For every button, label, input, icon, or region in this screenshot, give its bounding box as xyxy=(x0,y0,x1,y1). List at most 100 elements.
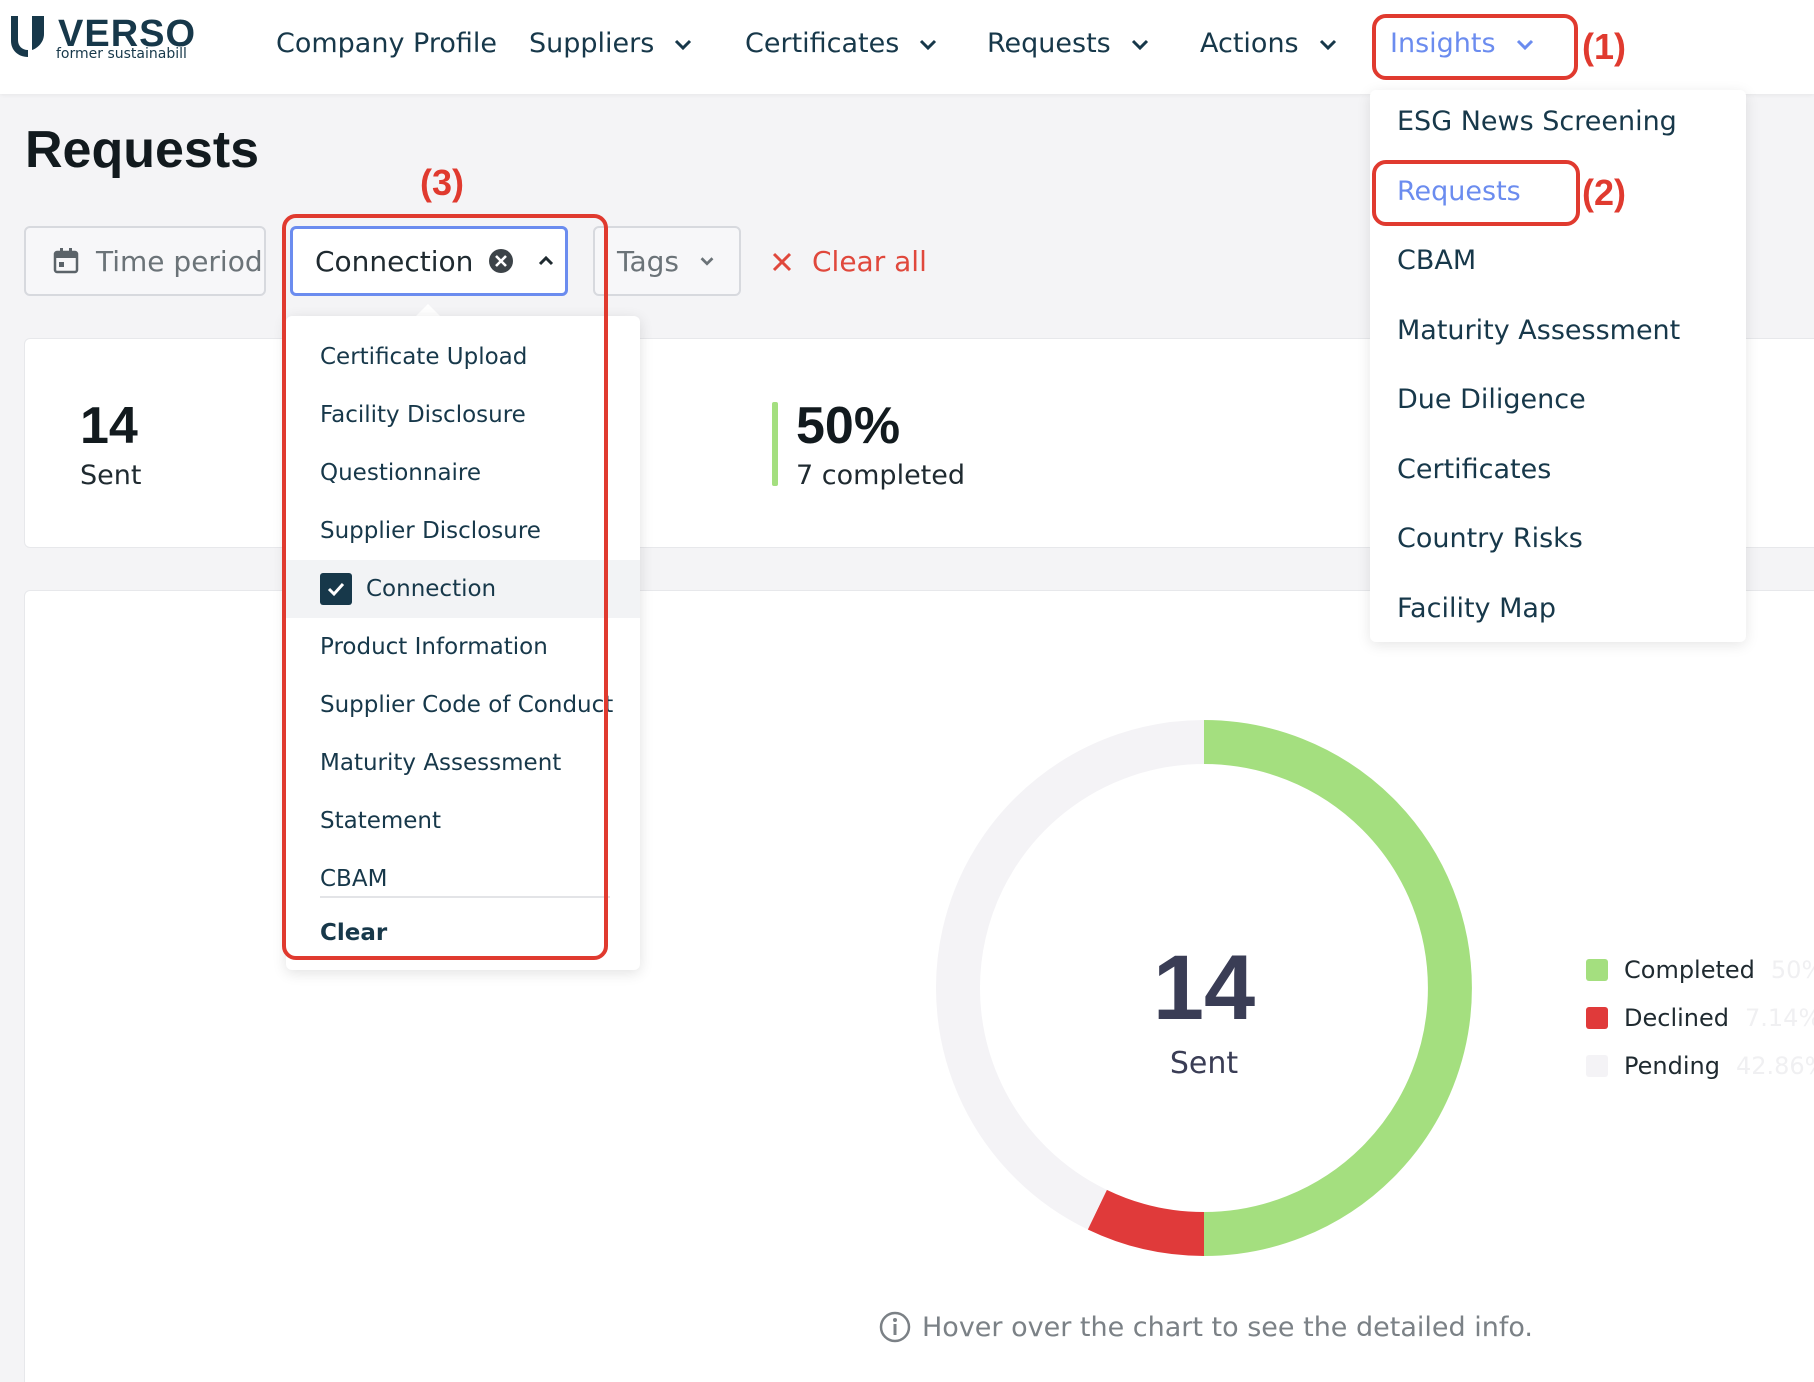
legend-item-declined: Declined 7.14% xyxy=(1586,1004,1814,1032)
annotation-label-2: (2) xyxy=(1582,172,1626,213)
dropdown-option-label: Maturity Assessment xyxy=(320,750,562,776)
legend-swatch-declined xyxy=(1586,1007,1608,1029)
connection-dropdown-caret xyxy=(416,304,440,316)
dropdown-divider xyxy=(320,896,610,898)
checkbox-checked-icon[interactable] xyxy=(320,573,352,605)
donut-segment-declined[interactable] xyxy=(1087,1189,1205,1256)
dropdown-option-label: Connection xyxy=(366,576,497,602)
nav-requests[interactable]: Requests xyxy=(987,28,1151,59)
dropdown-option[interactable]: Supplier Code of Conduct xyxy=(286,676,640,734)
dropdown-option[interactable]: Facility Disclosure xyxy=(286,386,640,444)
dropdown-option-label: Supplier Disclosure xyxy=(320,518,541,544)
nav-insights-label: Insights xyxy=(1390,28,1496,59)
completed-accent-bar xyxy=(772,402,778,486)
chevron-down-icon xyxy=(1516,39,1533,50)
legend-swatch-completed xyxy=(1586,959,1608,981)
chart-hint: Hover over the chart to see the detailed… xyxy=(878,1310,1533,1344)
nav-company-profile[interactable]: Company Profile xyxy=(276,28,497,59)
verso-logo[interactable]: VERSO xyxy=(8,14,196,58)
legend-percent-completed: 50% xyxy=(1770,956,1814,984)
calendar-icon xyxy=(53,248,79,274)
nav-requests-label: Requests xyxy=(987,28,1111,59)
clear-all-label: Clear all xyxy=(812,245,927,278)
chart-center-value: 14 xyxy=(1152,937,1256,1039)
annotation-box-1 xyxy=(1372,14,1578,80)
dropdown-option-label: CBAM xyxy=(320,866,388,892)
chevron-down-icon xyxy=(920,39,937,50)
clear-circle-icon[interactable] xyxy=(487,247,515,275)
donut-segment-pending[interactable] xyxy=(936,720,1205,1230)
nav-suppliers-label: Suppliers xyxy=(529,28,655,59)
nav-suppliers[interactable]: Suppliers xyxy=(529,28,694,59)
legend-percent-declined: 7.14% xyxy=(1745,1004,1814,1032)
dropdown-option[interactable]: Questionnaire xyxy=(286,444,640,502)
tags-filter-label: Tags xyxy=(617,244,679,278)
connection-filter-label: Connection xyxy=(315,244,474,278)
insights-menu-item[interactable]: Country Risks xyxy=(1397,523,1583,554)
dropdown-option-label: Statement xyxy=(320,808,442,834)
dropdown-option[interactable]: Connection xyxy=(286,560,640,618)
chevron-down-icon xyxy=(675,39,692,50)
dropdown-option-label: Questionnaire xyxy=(320,460,482,486)
dropdown-option[interactable]: CBAM xyxy=(286,850,640,908)
legend-item-pending: Pending 42.86% xyxy=(1586,1052,1814,1080)
legend-label-completed: Completed xyxy=(1624,956,1755,984)
nav-company-profile-label: Company Profile xyxy=(276,28,497,59)
nav-actions[interactable]: Actions xyxy=(1200,28,1339,59)
verso-logo-icon xyxy=(11,16,44,57)
dropdown-option[interactable]: Statement xyxy=(286,792,640,850)
insights-menu-item[interactable]: CBAM xyxy=(1397,245,1477,276)
nav-actions-label: Actions xyxy=(1200,28,1299,59)
insights-menu-item[interactable]: ESG News Screening xyxy=(1397,106,1677,137)
dropdown-clear-button[interactable]: Clear xyxy=(320,920,388,946)
insights-menu-item[interactable]: Due Diligence xyxy=(1397,384,1586,415)
chart-hint-text: Hover over the chart to see the detailed… xyxy=(922,1311,1533,1343)
annotation-label-1: (1) xyxy=(1582,26,1626,67)
chevron-down-icon xyxy=(1319,39,1336,50)
dropdown-option-label: Supplier Code of Conduct xyxy=(320,692,614,718)
dropdown-option[interactable]: Certificate Upload xyxy=(286,328,640,386)
page-title: Requests xyxy=(25,121,260,179)
dropdown-option[interactable]: Product Information xyxy=(286,618,640,676)
legend-item-completed: Completed 50% xyxy=(1586,956,1814,984)
time-period-filter[interactable]: Time period xyxy=(24,226,266,296)
legend-swatch-pending xyxy=(1586,1055,1608,1077)
chevron-down-icon xyxy=(700,257,714,266)
sent-label: Sent xyxy=(80,460,142,491)
sent-count: 14 xyxy=(80,397,138,455)
requests-donut-chart[interactable] xyxy=(934,718,1474,1258)
donut-segment-completed[interactable] xyxy=(1203,720,1472,1256)
chart-center-label: Sent xyxy=(1169,1046,1239,1081)
close-icon xyxy=(772,252,792,271)
legend-label-declined: Declined xyxy=(1624,1004,1729,1032)
dropdown-option[interactable]: Supplier Disclosure xyxy=(286,502,640,560)
nav-certificates[interactable]: Certificates xyxy=(745,28,939,59)
dropdown-option-label: Certificate Upload xyxy=(320,344,528,370)
insights-menu-item[interactable]: Facility Map xyxy=(1397,592,1557,624)
info-icon xyxy=(879,1311,911,1343)
annotation-box-2 xyxy=(1372,160,1580,226)
insights-menu: ESG News Screening Requests CBAM Maturity A… xyxy=(1370,90,1746,642)
dropdown-option-label: Facility Disclosure xyxy=(320,402,526,428)
completed-percent: 50% xyxy=(796,397,901,455)
dropdown-option[interactable]: Maturity Assessment xyxy=(286,734,640,792)
dropdown-option-label: Product Information xyxy=(320,634,548,660)
insights-menu-item[interactable]: Certificates xyxy=(1397,453,1552,485)
nav-certificates-label: Certificates xyxy=(745,28,900,59)
chevron-up-icon xyxy=(539,255,554,266)
connection-dropdown: Clear Certificate Upload Facility Disclos… xyxy=(286,316,640,970)
brand-name: VERSO xyxy=(58,13,197,55)
connection-filter[interactable]: Connection xyxy=(290,226,568,296)
time-period-label: Time period xyxy=(96,244,263,278)
legend-label-pending: Pending xyxy=(1624,1052,1720,1080)
completed-label: 7 completed xyxy=(796,460,966,491)
insights-menu-item[interactable]: Maturity Assessment xyxy=(1397,314,1681,346)
annotation-label-3: (3) xyxy=(420,162,464,203)
insights-menu-item[interactable]: Requests xyxy=(1397,175,1521,207)
annotation-box-3 xyxy=(282,214,608,960)
tags-filter[interactable]: Tags xyxy=(593,226,741,296)
chevron-down-icon xyxy=(1131,39,1148,50)
legend-percent-pending: 42.86% xyxy=(1735,1052,1814,1080)
nav-insights[interactable]: Insights xyxy=(1390,28,1536,59)
clear-all-button[interactable]: Clear all xyxy=(770,245,927,278)
